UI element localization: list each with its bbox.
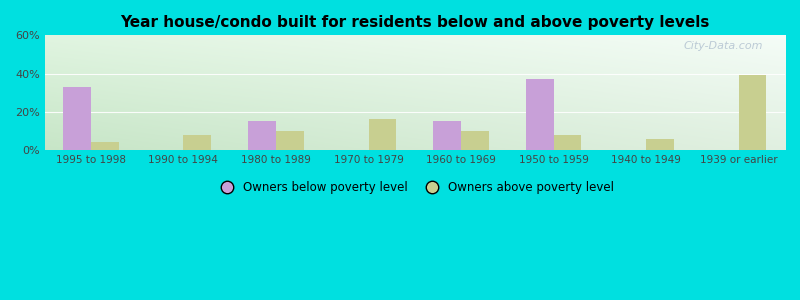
Bar (526, 79, 554, 150)
Bar (63, 87, 91, 150)
Text: City-Data.com: City-Data.com (683, 41, 762, 51)
Bar (434, 122, 461, 150)
Legend: Owners below poverty level, Owners above poverty level: Owners below poverty level, Owners above… (210, 177, 619, 199)
Title: Year house/condo built for residents below and above poverty levels: Year house/condo built for residents bel… (120, 15, 710, 30)
Bar (248, 122, 276, 150)
Bar (738, 76, 766, 150)
Bar (461, 131, 489, 150)
Bar (91, 142, 118, 150)
Bar (276, 131, 304, 150)
Bar (646, 139, 674, 150)
Bar (554, 135, 582, 150)
Bar (369, 119, 396, 150)
Bar (183, 135, 211, 150)
